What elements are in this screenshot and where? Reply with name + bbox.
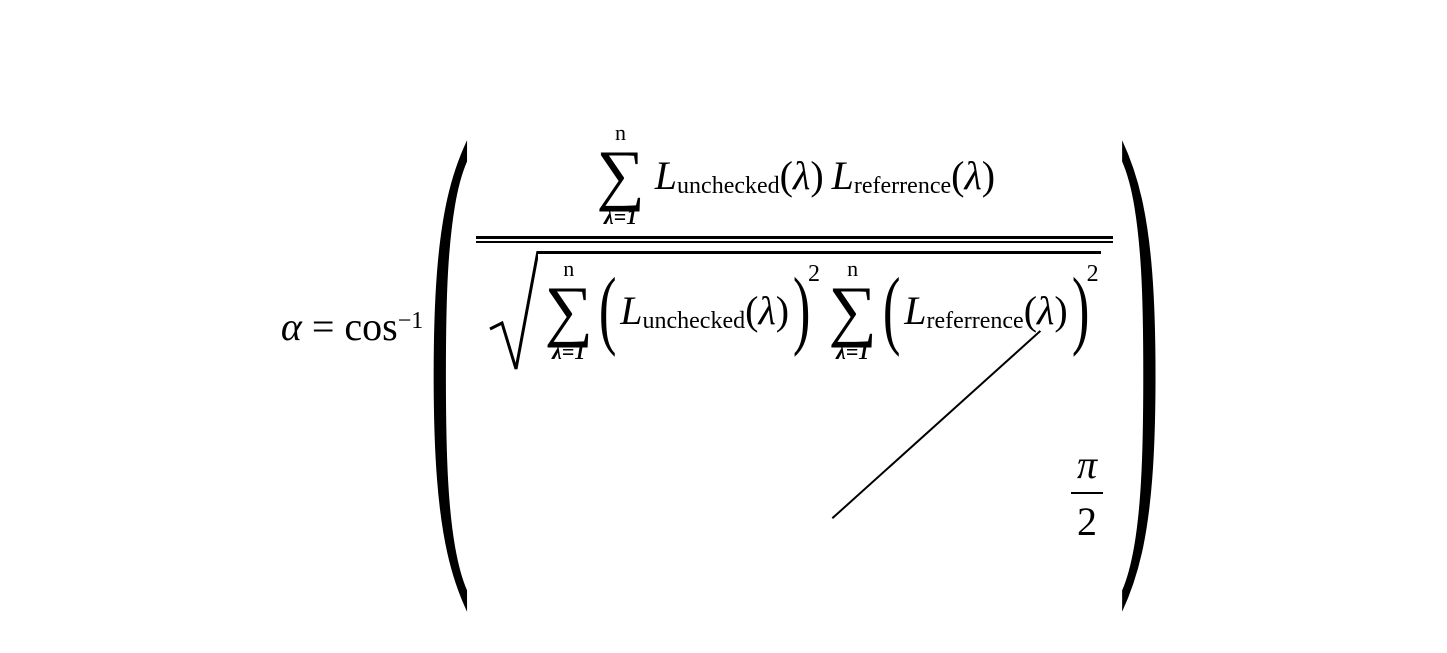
- inner-lparen: (: [883, 275, 901, 345]
- radicand: n ∑ λ=1 ( L unchecked (: [538, 254, 1101, 363]
- rparen: ): [810, 152, 823, 199]
- sum-lower-eq: =: [562, 339, 575, 364]
- equation-root: α = cos −1 ( n ∑ λ=1 L unchecked ( λ: [281, 114, 1166, 538]
- inner-lparen: (: [599, 275, 617, 345]
- diagonal-line-icon: [832, 330, 1041, 519]
- pi-symbol: π: [1077, 441, 1097, 488]
- rparen: ): [776, 287, 789, 334]
- sum-block-numerator: n ∑ λ=1: [596, 122, 644, 227]
- sigma-icon: ∑: [596, 144, 644, 205]
- L-sub-reference: referrence: [854, 173, 951, 200]
- sum-lower: λ=1: [604, 206, 637, 228]
- two-denominator: 2: [1077, 498, 1097, 545]
- cos-func: cos: [344, 303, 397, 350]
- sum-lower-var: λ: [604, 204, 614, 229]
- sum-lower-val: 1: [626, 204, 637, 229]
- rparen: ): [1054, 287, 1067, 334]
- L-sub-unchecked: unchecked: [643, 308, 746, 335]
- lparen: (: [745, 287, 758, 334]
- sum-lower: λ=1: [552, 341, 585, 363]
- equation-body: n ∑ λ=1 L unchecked ( λ ) L referrence (: [476, 114, 1113, 538]
- inverse-exponent: −1: [398, 308, 424, 335]
- rparen: ): [982, 152, 995, 199]
- main-fraction: n ∑ λ=1 L unchecked ( λ ) L referrence (: [476, 114, 1113, 378]
- sum-block-den2: n ∑ λ=1: [828, 258, 876, 363]
- radical-icon: [488, 251, 538, 371]
- L-reference-term-den: L referrence ( λ ): [904, 287, 1067, 334]
- L-reference-term: L referrence ( λ ): [832, 152, 995, 199]
- lambda-arg: λ: [964, 152, 981, 199]
- lambda-arg: λ: [793, 152, 810, 199]
- fraction-bar: [476, 236, 1113, 239]
- numerator: n ∑ λ=1 L unchecked ( λ ) L referrence (: [578, 114, 1011, 235]
- sum-lower-val: 1: [574, 339, 585, 364]
- L-sub-reference: referrence: [926, 308, 1023, 335]
- square-root: n ∑ λ=1 ( L unchecked (: [488, 251, 1101, 371]
- squared-exponent: 2: [1087, 261, 1099, 288]
- pi-over-two: π 2: [1071, 441, 1103, 545]
- alpha-var: α: [281, 303, 302, 350]
- right-big-paren: ): [1118, 119, 1161, 535]
- left-big-paren: (: [428, 119, 471, 535]
- L-unchecked-term-den: L unchecked ( λ ): [620, 287, 789, 334]
- lparen: (: [1024, 287, 1037, 334]
- sigma-icon: ∑: [544, 280, 592, 341]
- lparen: (: [780, 152, 793, 199]
- sum-lower-var: λ: [552, 339, 562, 364]
- lparen: (: [951, 152, 964, 199]
- diagonal-divider-region: π 2: [833, 359, 1093, 539]
- pi-fraction-bar: [1071, 492, 1103, 494]
- L-unchecked-term: L unchecked ( λ ): [655, 152, 824, 199]
- L-letter: L: [620, 287, 642, 334]
- L-letter: L: [832, 152, 854, 199]
- sum-block-den1: n ∑ λ=1: [544, 258, 592, 363]
- L-letter: L: [655, 152, 677, 199]
- lambda-arg: λ: [1037, 287, 1054, 334]
- sigma-icon: ∑: [828, 280, 876, 341]
- sum-lower-eq: =: [614, 204, 627, 229]
- equals-sign: =: [312, 303, 335, 350]
- L-letter: L: [904, 287, 926, 334]
- L-sub-unchecked: unchecked: [677, 173, 780, 200]
- lambda-arg: λ: [758, 287, 775, 334]
- squared-exponent: 2: [808, 261, 820, 288]
